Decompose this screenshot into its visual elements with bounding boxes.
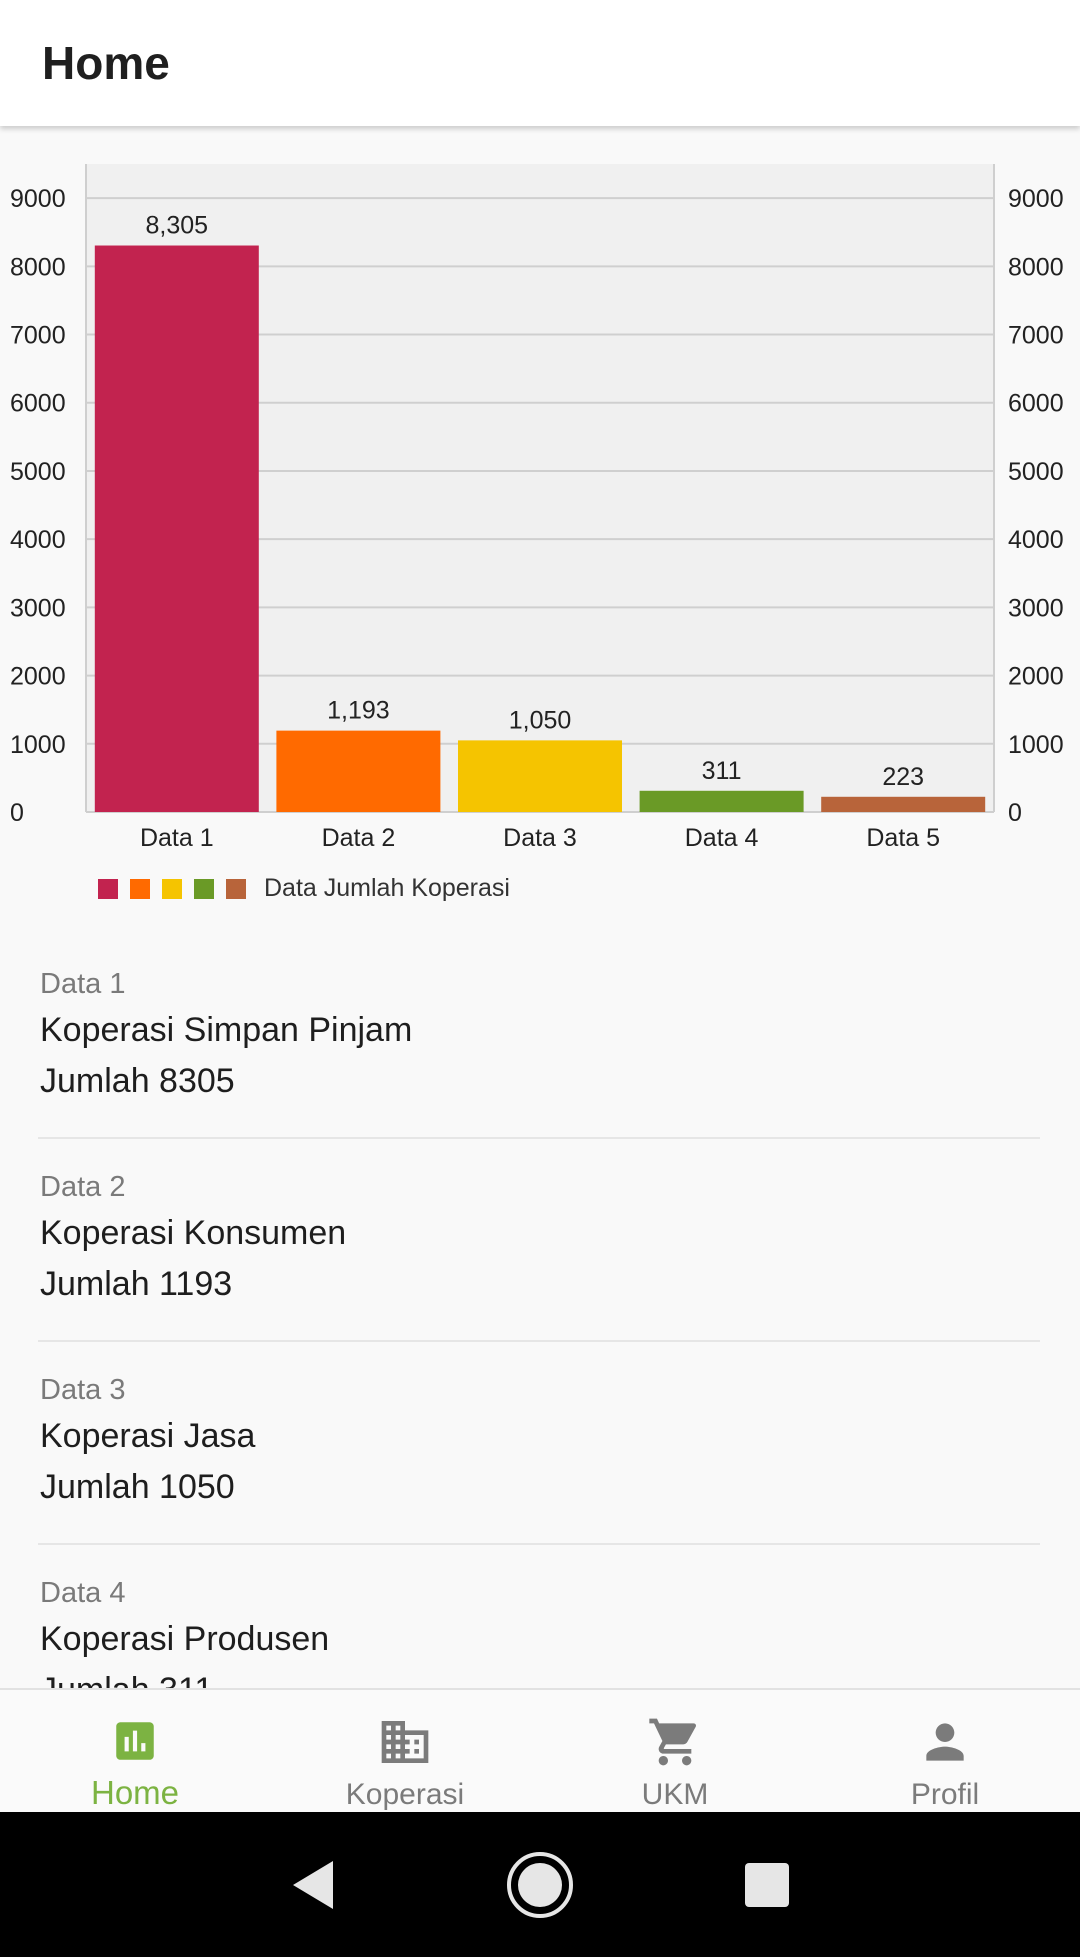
y-tick-label-left: 3000 <box>10 594 66 622</box>
home-circle-icon[interactable] <box>500 1845 580 1925</box>
y-tick-label-right: 9000 <box>1008 185 1064 213</box>
y-tick-label-left: 2000 <box>10 663 66 691</box>
y-tick-label-left: 5000 <box>10 458 66 486</box>
legend-swatch <box>162 878 182 899</box>
scroll-content[interactable]: 0 0 1000 1000 2000 2000 3000 3000 4000 4000 5000 50… <box>0 126 1080 1688</box>
legend-swatch <box>226 878 246 899</box>
item-title: Koperasi Konsumen <box>40 1214 347 1252</box>
back-icon[interactable] <box>273 1845 353 1925</box>
y-tick-label-left: 8000 <box>10 253 66 281</box>
data-label: 8,305 <box>146 212 209 240</box>
item-label: Data 1 <box>40 968 126 1000</box>
nav-label: Home <box>90 1774 180 1811</box>
app-bar: Home <box>0 0 1080 126</box>
item-count: Jumlah 8305 <box>40 1062 235 1100</box>
item-title: Koperasi Produsen <box>40 1620 330 1658</box>
page-title: Home <box>42 37 170 89</box>
y-tick-label-left: 4000 <box>10 526 66 554</box>
y-tick-label-right: 1000 <box>1008 731 1064 759</box>
bar <box>94 245 259 812</box>
bar-chart: 0 0 1000 1000 2000 2000 3000 3000 4000 4000 5000 50… <box>10 164 1064 852</box>
x-tick-label: Data 4 <box>685 824 759 852</box>
legend-swatch <box>130 878 150 899</box>
bottom-navigation: Home Koperasi UKM Profil <box>0 1688 1080 1812</box>
item-count: Jumlah 311 <box>40 1665 1038 1688</box>
x-tick-label: Data 5 <box>866 824 940 852</box>
y-tick-label-right: 7000 <box>1008 322 1064 350</box>
item-count: Jumlah 1193 <box>40 1265 233 1303</box>
legend-label: Data Jumlah Koperasi <box>264 874 510 902</box>
y-tick-label-right: 0 <box>1008 799 1022 827</box>
nav-ukm[interactable]: UKM <box>540 1690 810 1812</box>
x-tick-label: Data 3 <box>503 824 577 852</box>
nav-home[interactable]: Home <box>0 1690 270 1812</box>
item-label: Data 4 <box>40 1577 126 1609</box>
y-tick-label-right: 8000 <box>1008 253 1064 281</box>
bar <box>458 740 622 812</box>
data-label: 223 <box>882 763 924 791</box>
y-tick-label-right: 4000 <box>1008 526 1064 554</box>
legend-swatch <box>98 878 118 899</box>
list-item[interactable]: Data 2 Koperasi Konsumen Jumlah 1193 <box>38 1139 1040 1342</box>
nav-label: Koperasi <box>345 1778 465 1811</box>
data-label: 311 <box>702 757 742 785</box>
y-tick-label-right: 5000 <box>1008 458 1064 486</box>
item-title: Koperasi Simpan Pinjam <box>40 1011 413 1049</box>
item-title: Koperasi Jasa <box>40 1417 256 1455</box>
item-label: Data 3 <box>40 1374 126 1406</box>
y-tick-label-right: 3000 <box>1008 594 1064 622</box>
nav-koperasi[interactable]: Koperasi <box>270 1690 540 1812</box>
list-item[interactable]: Data 3 Koperasi Jasa Jumlah 1050 <box>38 1342 1040 1545</box>
y-tick-label-left: 1000 <box>10 731 66 759</box>
data-label: 1,193 <box>327 697 390 725</box>
bar <box>639 790 804 812</box>
bar <box>821 796 986 812</box>
koperasi-list: Data 1 Koperasi Simpan Pinjam Jumlah 830… <box>0 936 1080 1688</box>
building-icon <box>377 1714 433 1770</box>
data-label: 1,050 <box>509 706 572 734</box>
system-navigation-bar <box>0 1812 1080 1957</box>
recents-square-icon[interactable] <box>727 1845 807 1925</box>
list-item[interactable]: Data 1 Koperasi Simpan Pinjam Jumlah 830… <box>38 936 1040 1139</box>
nav-label: UKM <box>641 1778 709 1811</box>
nav-label: Profil <box>910 1778 980 1811</box>
y-tick-label-right: 2000 <box>1008 663 1064 691</box>
bar <box>276 730 441 812</box>
bar-chart-icon <box>107 1714 163 1768</box>
legend-swatch <box>194 878 214 899</box>
y-tick-label-left: 9000 <box>10 185 66 213</box>
cart-icon <box>647 1714 703 1770</box>
item-count: Jumlah 1050 <box>40 1468 235 1506</box>
chart-legend: Data Jumlah Koperasi <box>98 874 510 903</box>
y-tick-label-left: 7000 <box>10 322 66 350</box>
nav-profil[interactable]: Profil <box>810 1690 1080 1812</box>
person-icon <box>917 1714 973 1770</box>
y-tick-label-left: 6000 <box>10 390 66 418</box>
x-tick-label: Data 2 <box>322 824 396 852</box>
x-tick-label: Data 1 <box>140 824 214 852</box>
y-tick-label-right: 6000 <box>1008 390 1064 418</box>
y-tick-label-left: 0 <box>10 799 24 827</box>
item-label: Data 2 <box>40 1171 126 1203</box>
list-item[interactable]: Data 4 Koperasi Produsen Jumlah 311 <box>38 1545 1040 1688</box>
